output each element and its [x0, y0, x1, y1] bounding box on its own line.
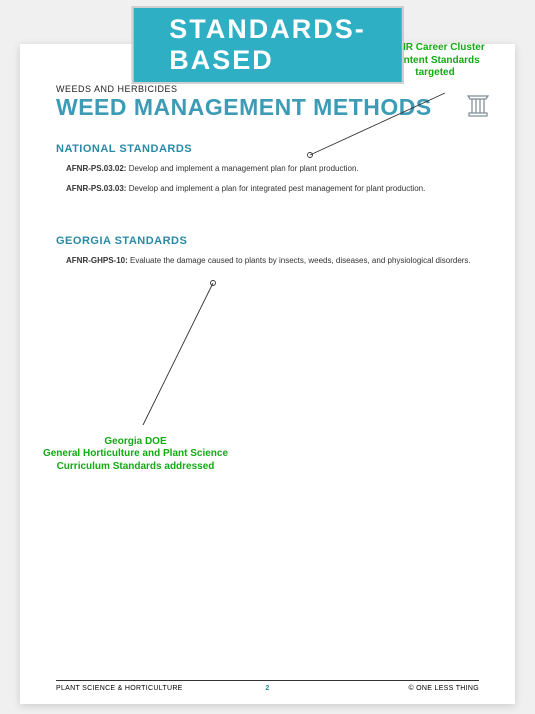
standard-text: Develop and implement a plan for integra…: [126, 184, 425, 193]
column-icon: [465, 92, 491, 123]
annotation-mid: Georgia DOE General Horticulture and Pla…: [38, 423, 233, 473]
national-heading: NATIONAL STANDARDS: [56, 143, 479, 155]
georgia-heading: GEORGIA STANDARDS: [56, 235, 479, 247]
standard-code: AFNR-PS.03.03:: [66, 184, 126, 193]
footer: PLANT SCIENCE & HORTICULTURE 2 © ONE LES…: [56, 680, 479, 692]
standard-text: Develop and implement a management plan …: [126, 164, 358, 173]
standard-item: AFNR-PS.03.02: Develop and implement a m…: [66, 163, 479, 175]
footer-right: © ONE LESS THING: [408, 685, 479, 692]
document-page: WEEDS AND HERBICIDES WEED MANAGEMENT MET…: [20, 44, 515, 704]
standard-item: AFNR-PS.03.03: Develop and implement a p…: [66, 183, 479, 195]
standard-text: Evaluate the damage caused to plants by …: [128, 256, 471, 265]
banner-text: STANDARDS-BASED: [169, 14, 366, 75]
page-title: WEED MANAGEMENT METHODS: [56, 94, 479, 121]
page-number: 2: [265, 685, 269, 692]
footer-left: PLANT SCIENCE & HORTICULTURE: [56, 685, 183, 692]
standard-code: AFNR-PS.03.02:: [66, 164, 126, 173]
banner: STANDARDS-BASED: [131, 6, 404, 84]
eyebrow-text: WEEDS AND HERBICIDES: [56, 84, 479, 94]
standard-item: AFNR-GHPS-10: Evaluate the damage caused…: [66, 255, 479, 267]
standard-code: AFNR-GHPS-10:: [66, 256, 128, 265]
